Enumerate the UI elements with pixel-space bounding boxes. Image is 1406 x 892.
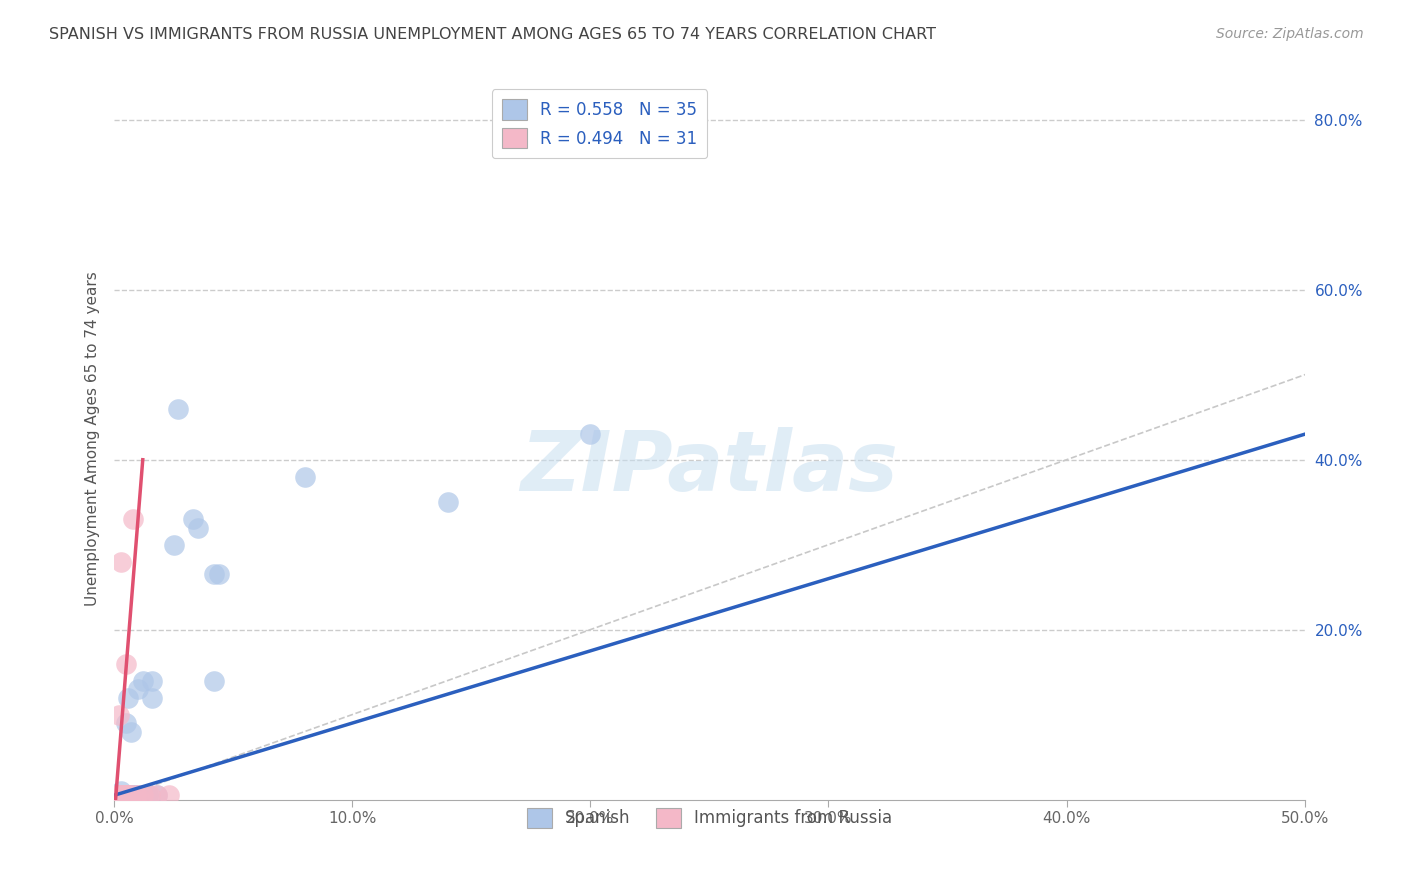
Point xyxy=(436,495,458,509)
Point xyxy=(115,789,138,803)
Point xyxy=(110,789,132,803)
Point xyxy=(115,789,138,803)
Point xyxy=(127,682,149,697)
Point xyxy=(181,512,204,526)
Y-axis label: Unemployment Among Ages 65 to 74 years: Unemployment Among Ages 65 to 74 years xyxy=(86,271,100,606)
Point xyxy=(122,512,145,526)
Point xyxy=(105,789,128,803)
Point xyxy=(202,567,225,582)
Point xyxy=(120,789,142,803)
Point xyxy=(108,707,131,722)
Point xyxy=(112,789,135,803)
Point xyxy=(146,789,169,803)
Point xyxy=(117,789,139,803)
Point xyxy=(167,401,190,416)
Point xyxy=(112,789,135,803)
Point xyxy=(127,789,149,803)
Point xyxy=(117,789,139,803)
Point xyxy=(112,789,135,803)
Point xyxy=(110,555,132,569)
Point xyxy=(202,673,225,688)
Point xyxy=(110,784,132,798)
Point xyxy=(115,789,138,803)
Point xyxy=(141,673,163,688)
Point xyxy=(110,789,132,803)
Point xyxy=(120,789,142,803)
Point xyxy=(120,789,142,803)
Text: SPANISH VS IMMIGRANTS FROM RUSSIA UNEMPLOYMENT AMONG AGES 65 TO 74 YEARS CORRELA: SPANISH VS IMMIGRANTS FROM RUSSIA UNEMPL… xyxy=(49,27,936,42)
Point xyxy=(115,789,138,803)
Point xyxy=(108,789,131,803)
Point xyxy=(115,657,138,671)
Point xyxy=(110,789,132,803)
Text: ZIPatlas: ZIPatlas xyxy=(520,427,898,508)
Point xyxy=(117,789,139,803)
Point xyxy=(112,789,135,803)
Point xyxy=(117,690,139,705)
Legend: Spanish, Immigrants from Russia: Spanish, Immigrants from Russia xyxy=(520,801,898,835)
Point xyxy=(122,789,145,803)
Point xyxy=(141,690,163,705)
Point xyxy=(139,789,162,803)
Point xyxy=(112,789,135,803)
Point xyxy=(115,789,138,803)
Point xyxy=(132,673,155,688)
Point xyxy=(132,789,155,803)
Point xyxy=(110,789,132,803)
Point xyxy=(110,789,132,803)
Text: Source: ZipAtlas.com: Source: ZipAtlas.com xyxy=(1216,27,1364,41)
Point xyxy=(108,789,131,803)
Point xyxy=(127,789,149,803)
Point xyxy=(146,789,169,803)
Point xyxy=(108,789,131,803)
Point xyxy=(208,567,231,582)
Point xyxy=(112,789,135,803)
Point xyxy=(122,789,145,803)
Point xyxy=(105,789,128,803)
Point xyxy=(124,789,146,803)
Point xyxy=(157,789,180,803)
Point xyxy=(115,716,138,731)
Point xyxy=(120,724,142,739)
Point xyxy=(186,521,208,535)
Point xyxy=(108,789,131,803)
Point xyxy=(136,789,159,803)
Point xyxy=(163,538,186,552)
Point xyxy=(115,789,138,803)
Point xyxy=(112,789,135,803)
Point xyxy=(105,789,128,803)
Point xyxy=(294,469,316,483)
Point xyxy=(579,427,602,442)
Point xyxy=(124,789,146,803)
Point xyxy=(112,789,135,803)
